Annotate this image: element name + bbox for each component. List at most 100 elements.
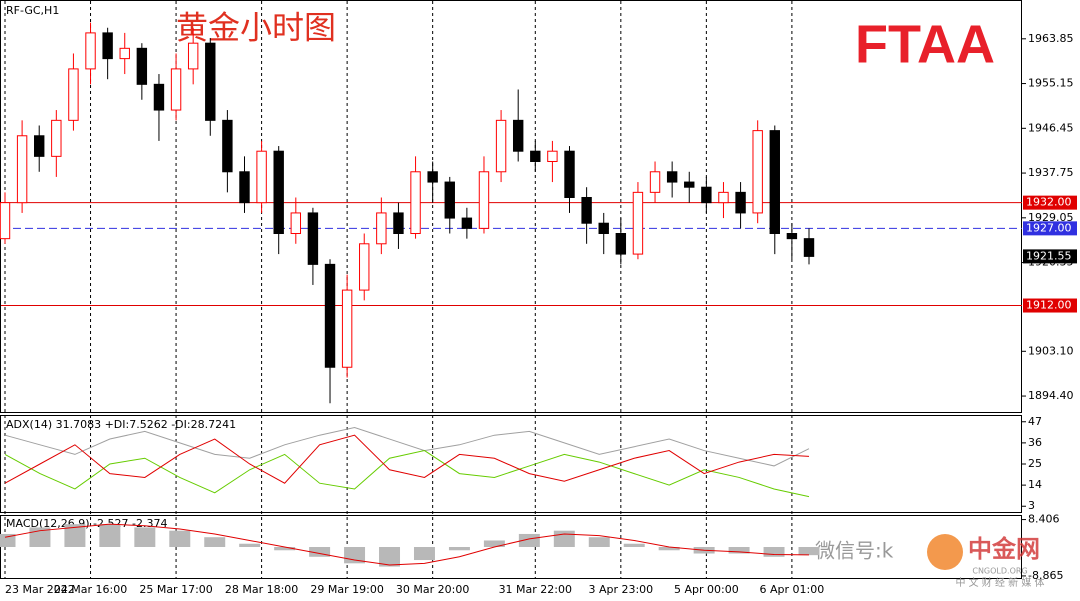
indicator-line [4, 450, 810, 498]
macd-bar [29, 527, 51, 547]
candle-body [478, 171, 490, 229]
macd-bar [204, 537, 226, 547]
candle-body [701, 186, 712, 204]
candle-body [136, 47, 148, 85]
candle-body [615, 233, 627, 255]
level-label: 1932.00 [1026, 196, 1072, 209]
candle-body [359, 243, 370, 291]
macd-bar [64, 524, 86, 547]
x-tick-label: 28 Mar 18:00 [225, 583, 298, 596]
watermark-brand: 中金网 [968, 535, 1040, 563]
macd-bar [413, 547, 435, 561]
candle-body [102, 32, 113, 60]
candle-body [205, 42, 216, 121]
candle-body [547, 150, 558, 162]
candle-body [427, 171, 438, 183]
candle-body [170, 68, 182, 111]
candle-body [632, 191, 644, 255]
macd-bar [99, 524, 121, 547]
macd-bar [448, 547, 470, 551]
macd-signal [4, 523, 810, 566]
candle-body [684, 181, 695, 188]
x-tick-label: 24 Mar 16:00 [54, 583, 127, 596]
candle-body [376, 212, 387, 245]
x-tick-label: 25 Mar 17:00 [139, 583, 212, 596]
y-tick-label: 1955.15 [1028, 77, 1074, 90]
macd-bar [798, 547, 820, 556]
macd-bar [274, 547, 296, 551]
y-tick-label: -8.865 [1028, 569, 1063, 582]
candle-body [598, 222, 609, 235]
level-label-bg [1023, 195, 1077, 210]
chart-title: 黄金小时图 [176, 9, 336, 47]
candle-body [786, 233, 798, 240]
macd-bar [763, 547, 785, 557]
indicator-line [4, 427, 810, 467]
watermark-slogan: 中 文 财 经 新 媒 体 [955, 576, 1044, 589]
candle-body [803, 238, 815, 257]
y-tick-label: 1903.10 [1028, 344, 1074, 357]
watermark-icon [927, 534, 963, 570]
macd-bar [553, 530, 575, 547]
candle-body [119, 47, 130, 60]
level-label-bg [1023, 221, 1077, 236]
y-tick-label: 36 [1028, 436, 1042, 449]
watermark-wechat: 微信号:k [815, 539, 894, 563]
candle-body [461, 217, 473, 229]
macd-bar [483, 540, 505, 547]
x-tick-label: 29 Mar 19:00 [310, 583, 383, 596]
candle-body [307, 212, 319, 265]
candle-body [666, 171, 678, 183]
candle-body [341, 289, 353, 368]
candle-body [222, 119, 233, 173]
macd-bar [518, 533, 540, 547]
x-tick-label: 30 Mar 20:00 [396, 583, 469, 596]
macd-title: MACD(12,26,9) -2.527 -2.374 [6, 517, 167, 530]
macd-bar [169, 530, 191, 547]
y-tick-label: 25 [1028, 457, 1042, 470]
y-tick-label: 1929.05 [1028, 211, 1074, 224]
candle-body [153, 83, 165, 111]
symbol: RF-GC,H1 [6, 4, 59, 17]
x-tick-label: 31 Mar 22:00 [499, 583, 572, 596]
candle-body [273, 150, 284, 235]
macd-bar [728, 547, 750, 554]
y-tick-label: 1937.75 [1028, 166, 1074, 179]
candle-body [0, 202, 11, 240]
macd-bar [588, 537, 610, 547]
level-label-bg [1023, 298, 1077, 313]
candle-body [410, 171, 421, 235]
x-tick-label: 5 Apr 00:00 [674, 583, 739, 596]
x-tick-label: 3 Apr 23:00 [588, 583, 653, 596]
last-price-bg [1023, 249, 1077, 264]
x-tick-label: 6 Apr 01:00 [760, 583, 825, 596]
y-tick-label: 1894.40 [1028, 389, 1074, 402]
macd-bar [309, 547, 331, 557]
adx-title: ADX(14) 31.7083 +DI:7.5262 -DI:28.7241 [6, 418, 236, 431]
y-tick-label: 8.406 [1028, 513, 1060, 526]
y-tick-label: 1963.85 [1028, 32, 1074, 45]
candle-body [85, 32, 96, 70]
macd-bar [623, 543, 645, 547]
candle-body [752, 130, 763, 214]
candle-body [495, 119, 507, 173]
candle-body [239, 171, 250, 204]
candle-body [718, 191, 729, 204]
candle-body [68, 68, 79, 121]
candle-body [51, 119, 62, 157]
candle-body [735, 191, 746, 214]
level-label: 1912.00 [1026, 299, 1072, 312]
watermark-site: CNGOLD.ORG [972, 567, 1027, 576]
candle-body [324, 263, 336, 368]
candle-body [530, 150, 541, 162]
x-tick-label: 23 Mar 2022 [5, 583, 75, 596]
candle-body [512, 119, 524, 152]
candle-body [34, 135, 45, 157]
logo: FTAA [855, 14, 995, 74]
y-tick-label: 14 [1028, 478, 1042, 491]
macd-bar [239, 543, 261, 547]
candle-body [444, 181, 455, 219]
adx-panel [0, 415, 1022, 513]
y-tick-label: 3 [1028, 499, 1035, 512]
y-tick-label: 1946.45 [1028, 121, 1074, 134]
